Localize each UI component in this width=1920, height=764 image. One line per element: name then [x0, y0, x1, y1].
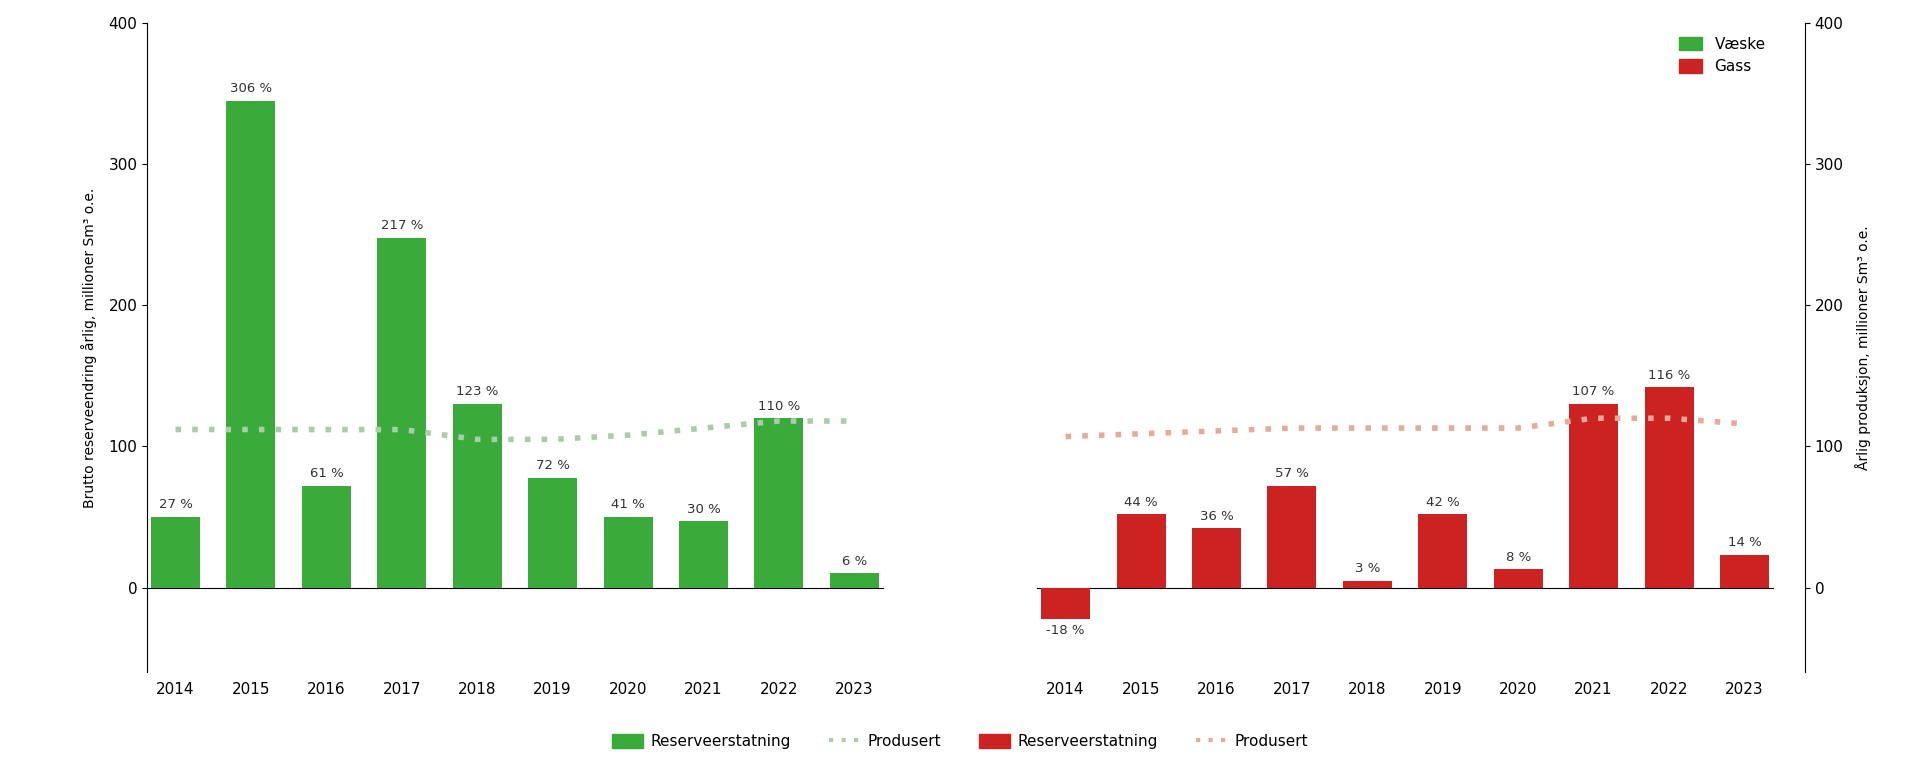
Text: 44 %: 44 %: [1125, 496, 1158, 509]
Bar: [1342, 581, 1392, 588]
Bar: [829, 574, 879, 588]
Bar: [1494, 569, 1542, 588]
Bar: [227, 101, 275, 588]
Text: 72 %: 72 %: [536, 459, 570, 472]
Bar: [1419, 514, 1467, 588]
Text: 116 %: 116 %: [1647, 368, 1690, 381]
Text: 3 %: 3 %: [1356, 562, 1380, 575]
Bar: [1041, 588, 1091, 619]
Text: 42 %: 42 %: [1427, 496, 1459, 509]
Bar: [680, 521, 728, 588]
Bar: [378, 238, 426, 588]
Bar: [152, 517, 200, 588]
Text: 61 %: 61 %: [309, 468, 344, 481]
Bar: [755, 418, 803, 588]
Text: -18 %: -18 %: [1046, 624, 1085, 637]
Y-axis label: Årlig produksjon, millioner Sm³ o.e.: Årlig produksjon, millioner Sm³ o.e.: [1855, 225, 1870, 470]
Y-axis label: Brutto reserveendring årlig, millioner Sm³ o.e.: Brutto reserveendring årlig, millioner S…: [81, 187, 98, 508]
Text: 217 %: 217 %: [380, 219, 422, 231]
Text: 110 %: 110 %: [758, 400, 801, 413]
Bar: [301, 486, 351, 588]
Bar: [1720, 555, 1768, 588]
Text: 41 %: 41 %: [611, 498, 645, 511]
Text: 123 %: 123 %: [457, 386, 499, 399]
Bar: [453, 404, 501, 588]
Bar: [528, 478, 578, 588]
Bar: [1569, 404, 1619, 588]
Bar: [1192, 529, 1240, 588]
Text: 107 %: 107 %: [1572, 386, 1615, 399]
Text: 30 %: 30 %: [687, 503, 720, 516]
Bar: [1645, 387, 1693, 588]
Text: 36 %: 36 %: [1200, 510, 1233, 523]
Text: 27 %: 27 %: [159, 498, 192, 511]
Bar: [603, 517, 653, 588]
Bar: [1117, 514, 1165, 588]
Text: 57 %: 57 %: [1275, 468, 1309, 481]
Text: 8 %: 8 %: [1505, 551, 1530, 564]
Text: 306 %: 306 %: [230, 82, 273, 95]
Text: 6 %: 6 %: [841, 555, 868, 568]
Bar: [1267, 486, 1317, 588]
Text: 14 %: 14 %: [1728, 536, 1761, 549]
Legend: Reserveerstatning, Produsert, Reserveerstatning, Produsert: Reserveerstatning, Produsert, Reserveers…: [607, 728, 1313, 756]
